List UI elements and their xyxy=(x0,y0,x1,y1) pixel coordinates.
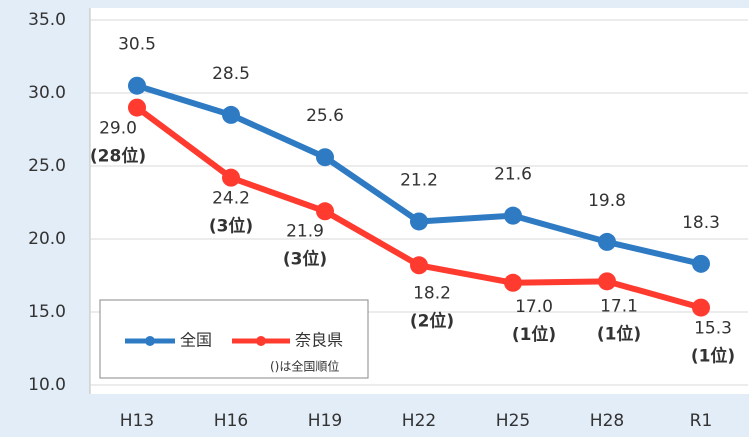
rank-label: (1位) xyxy=(512,324,556,345)
y-tick-label: 25.0 xyxy=(28,156,66,176)
y-tick-label: 15.0 xyxy=(28,302,66,322)
x-tick-label: H13 xyxy=(120,411,154,431)
data-point xyxy=(410,212,428,231)
data-label: 17.1 xyxy=(600,296,638,316)
data-point xyxy=(316,148,334,167)
rank-label: (2位) xyxy=(410,310,454,331)
data-point xyxy=(128,98,146,117)
x-tick-label: H28 xyxy=(590,411,624,431)
x-tick-label: R1 xyxy=(690,411,713,431)
legend-marker xyxy=(145,336,155,346)
data-label: 19.8 xyxy=(588,191,626,211)
x-tick-label: H25 xyxy=(496,411,530,431)
data-point xyxy=(598,272,616,291)
data-point xyxy=(222,105,240,124)
data-point xyxy=(128,76,146,95)
y-tick-label: 35.0 xyxy=(28,10,66,30)
data-label: 28.5 xyxy=(212,64,250,84)
rank-label: (1位) xyxy=(691,346,735,367)
data-label: 15.3 xyxy=(694,319,732,339)
legend-label: 奈良県 xyxy=(295,331,343,350)
rank-label: (1位) xyxy=(597,323,641,344)
data-label: 18.2 xyxy=(413,283,451,303)
legend-marker xyxy=(256,336,266,346)
data-point xyxy=(598,232,616,251)
data-point xyxy=(316,202,334,221)
data-label: 21.2 xyxy=(400,170,438,190)
data-label: 25.6 xyxy=(306,106,344,126)
legend-label: 全国 xyxy=(180,331,212,350)
x-tick-label: H19 xyxy=(308,411,342,431)
x-tick-label: H16 xyxy=(214,411,248,431)
data-label: 18.3 xyxy=(682,213,720,233)
y-tick-label: 20.0 xyxy=(28,229,66,249)
data-point xyxy=(504,206,522,225)
rank-label: (3位) xyxy=(283,248,327,269)
data-point xyxy=(692,298,710,317)
data-point xyxy=(504,273,522,292)
rank-label: (3位) xyxy=(209,216,253,237)
rank-label: (28位) xyxy=(90,146,146,167)
data-label: 21.6 xyxy=(494,165,532,185)
x-tick-label: H22 xyxy=(402,411,436,431)
data-point xyxy=(692,254,710,273)
data-label: 17.0 xyxy=(515,297,553,317)
data-label: 21.9 xyxy=(286,221,324,241)
data-point xyxy=(222,168,240,187)
data-label: 30.5 xyxy=(118,35,156,55)
data-point xyxy=(410,256,428,275)
legend-note: ()は全国順位 xyxy=(270,359,339,374)
data-label: 24.2 xyxy=(212,189,250,209)
data-label: 29.0 xyxy=(99,119,137,139)
y-tick-label: 30.0 xyxy=(28,83,66,103)
legend: 全国 奈良県 ()は全国順位 xyxy=(99,299,369,379)
y-tick-label: 10.0 xyxy=(28,375,66,395)
